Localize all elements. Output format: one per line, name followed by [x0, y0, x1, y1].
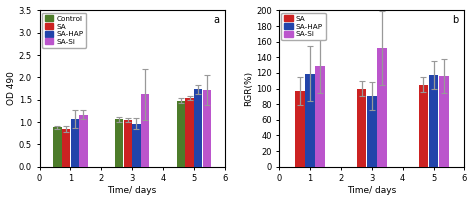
Bar [141, 94, 149, 167]
Bar [367, 96, 377, 167]
Text: a: a [213, 15, 219, 25]
Bar [439, 76, 448, 167]
Bar [54, 127, 62, 167]
Legend: Control, SA, SA-HAP, SA-Si: Control, SA, SA-HAP, SA-Si [42, 13, 86, 48]
Bar [305, 74, 315, 167]
Y-axis label: RGR(%): RGR(%) [244, 71, 253, 106]
Bar [62, 129, 70, 167]
Text: b: b [453, 15, 459, 25]
X-axis label: Time/ days: Time/ days [108, 186, 157, 195]
Bar [79, 115, 88, 167]
Bar [316, 66, 325, 167]
Bar [419, 85, 428, 167]
X-axis label: Time/ days: Time/ days [347, 186, 396, 195]
Bar [377, 48, 387, 167]
Bar [357, 88, 366, 167]
Bar [177, 101, 185, 167]
Legend: SA, SA-HAP, SA-Si: SA, SA-HAP, SA-Si [282, 13, 326, 40]
Bar [115, 119, 123, 167]
Bar [132, 124, 141, 167]
Bar [203, 90, 211, 167]
Bar [185, 98, 193, 167]
Y-axis label: OD 490: OD 490 [7, 72, 16, 105]
Bar [194, 89, 202, 167]
Bar [71, 119, 79, 167]
Bar [124, 120, 132, 167]
Bar [295, 91, 305, 167]
Bar [428, 75, 438, 167]
